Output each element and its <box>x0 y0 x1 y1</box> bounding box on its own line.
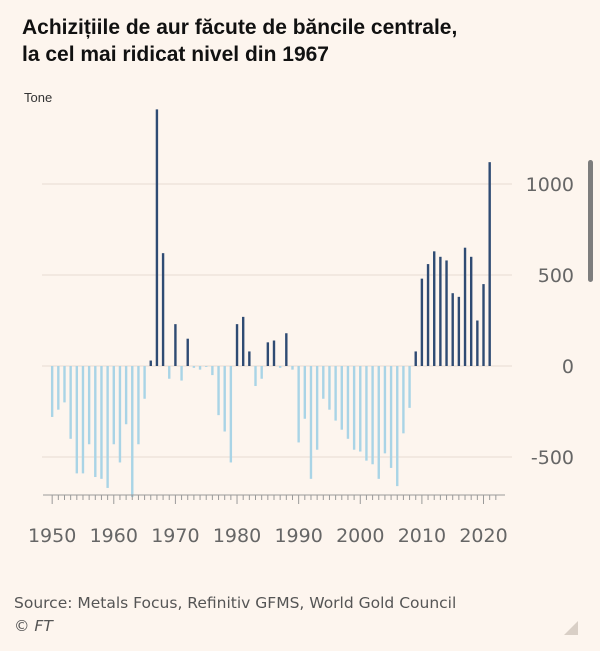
bar-1956 <box>87 366 91 445</box>
bar-1977 <box>217 366 220 416</box>
bar-1982 <box>248 351 251 366</box>
bar-2005 <box>389 366 393 468</box>
bar-2021 <box>488 162 491 366</box>
bar-1993 <box>315 366 319 450</box>
vertical-scrollbar[interactable] <box>588 160 593 282</box>
x-axis-labels: 1950 1960 1970 1980 1990 2000 2010 2020 <box>28 525 508 547</box>
source-note: Source: Metals Focus, Refinitiv GFMS, Wo… <box>14 594 457 612</box>
bar-1992 <box>309 366 313 479</box>
bar-1953 <box>69 366 72 439</box>
bar-1983 <box>254 366 257 387</box>
bar-1969 <box>168 366 171 379</box>
chart-title-line-1: Achizițiile de aur făcute de băncile cen… <box>22 16 458 39</box>
bar-1970 <box>174 324 177 366</box>
bar-1965 <box>143 366 146 399</box>
bar-1955 <box>81 366 85 474</box>
bar-2020 <box>482 284 485 366</box>
x-tick-label: 1970 <box>151 525 199 547</box>
bar-2004 <box>383 366 387 454</box>
bar-2000 <box>359 366 362 452</box>
x-tick-label: 1950 <box>28 525 76 547</box>
bar-1987 <box>278 366 282 368</box>
bar-2010 <box>420 278 424 366</box>
bar-1962 <box>124 366 128 425</box>
bar-1996 <box>334 366 337 421</box>
bar-2012 <box>433 251 436 366</box>
x-tick-label: 1980 <box>213 525 261 547</box>
bar-2013 <box>439 256 442 366</box>
bar-2009 <box>414 351 417 366</box>
bar-1976 <box>211 366 214 376</box>
bar-1950 <box>50 366 54 417</box>
bar-1999 <box>352 366 356 450</box>
resize-handle-icon[interactable] <box>564 621 578 635</box>
bar-2014 <box>445 260 448 366</box>
bar-1954 <box>75 366 79 474</box>
bar-1991 <box>303 366 307 419</box>
x-tick-label: 2020 <box>459 525 507 547</box>
y-tick-label: 1000 <box>526 174 574 196</box>
bar-2006 <box>396 366 399 487</box>
bar-1981 <box>241 316 245 366</box>
bar-1995 <box>328 366 331 410</box>
bar-2019 <box>476 320 479 366</box>
y-axis-labels: -500 0 500 1000 <box>526 174 574 469</box>
bar-1971 <box>180 366 183 381</box>
x-tick-label: 1960 <box>90 525 138 547</box>
bar-2001 <box>365 366 368 461</box>
bar-1967 <box>155 109 159 366</box>
bar-1974 <box>198 366 202 370</box>
x-tick-label: 2010 <box>398 525 446 547</box>
bars <box>50 109 491 498</box>
bar-1961 <box>118 366 122 463</box>
x-tick-label: 2000 <box>336 525 384 547</box>
bar-2016 <box>457 296 461 366</box>
bar-1980 <box>235 324 239 366</box>
bar-1997 <box>340 366 343 430</box>
bar-1978 <box>223 366 226 432</box>
bar-1972 <box>186 338 189 366</box>
bar-2008 <box>408 366 411 408</box>
bar-1973 <box>192 366 196 368</box>
bar-1966 <box>149 360 152 366</box>
bar-1986 <box>272 340 276 366</box>
bar-2002 <box>371 366 374 465</box>
bar-1960 <box>112 366 115 445</box>
bar-1979 <box>229 366 233 463</box>
bar-1957 <box>94 366 97 478</box>
bar-1963 <box>131 366 134 498</box>
bar-1951 <box>57 366 60 410</box>
bar-1998 <box>346 366 350 439</box>
bar-2018 <box>469 256 473 366</box>
y-tick-label: -500 <box>531 447 574 469</box>
chart-title: Achizițiile de aur făcute de băncile cen… <box>22 14 582 68</box>
bar-1975 <box>205 366 208 367</box>
bar-1994 <box>322 366 325 399</box>
y-tick-label: 0 <box>562 356 574 378</box>
y-axis-unit-label: Tone <box>24 90 53 105</box>
bar-1968 <box>161 253 165 366</box>
bar-2011 <box>426 264 430 366</box>
bar-1990 <box>297 366 300 443</box>
bar-2003 <box>377 366 380 479</box>
bar-1985 <box>266 342 270 366</box>
x-axis <box>43 494 505 504</box>
x-tick-label: 1990 <box>274 525 322 547</box>
bar-2017 <box>463 247 467 366</box>
bar-1984 <box>260 366 263 379</box>
bar-2007 <box>402 366 405 434</box>
bar-2015 <box>451 293 454 366</box>
bar-1964 <box>137 366 140 445</box>
chart-title-line-2: la cel mai ridicat nivel din 1967 <box>22 43 329 66</box>
bar-1988 <box>285 333 288 366</box>
bar-1959 <box>106 366 109 488</box>
copyright-note: © FT <box>14 617 53 635</box>
bar-1989 <box>291 366 294 370</box>
bar-1958 <box>100 366 103 479</box>
bar-1952 <box>63 366 66 403</box>
y-tick-label: 500 <box>538 265 574 287</box>
